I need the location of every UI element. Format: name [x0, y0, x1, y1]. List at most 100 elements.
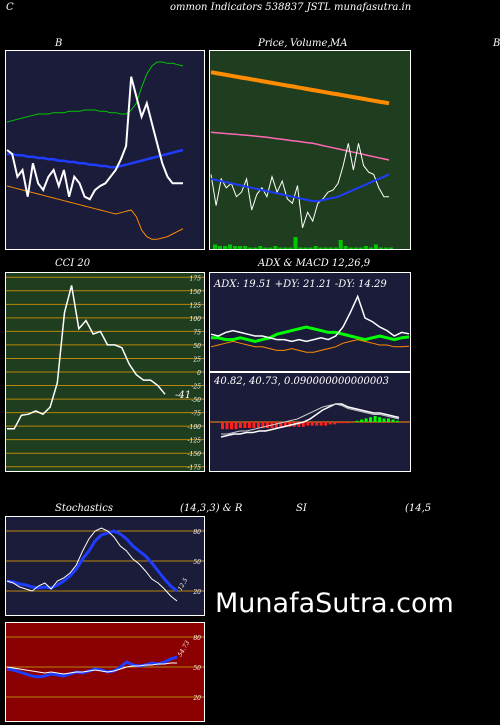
stoch-title: Stochastics: [55, 503, 113, 514]
cci-tick-label: -175: [188, 465, 202, 472]
macd-histogram-bar: [238, 422, 242, 428]
macd-histogram-bar: [315, 422, 319, 426]
osc-tick-label: 50: [193, 559, 201, 566]
header-title: ommon Indicators 538837 JSTL munafasutra…: [170, 2, 412, 13]
volume-bar: [303, 247, 308, 249]
macd-histogram-bar: [328, 422, 332, 425]
volume-bar: [298, 247, 303, 249]
volume-bar: [378, 247, 383, 249]
volume-bar: [213, 244, 217, 249]
macd-histogram-bar: [297, 422, 301, 427]
cci-tick-label: -100: [188, 424, 202, 431]
adx-readout: ADX: 19.51 +DY: 21.21 -DY: 14.29: [213, 279, 387, 290]
macd-histogram-bar: [279, 422, 283, 428]
cci-tick-label: 175: [190, 275, 202, 282]
volume-bar: [263, 247, 268, 249]
volume-bar: [328, 247, 333, 249]
volume-bar: [368, 247, 373, 249]
macd-histogram-bar: [256, 422, 260, 428]
price-series-line: [210, 173, 390, 203]
macd-histogram-bar: [360, 419, 364, 422]
macd-panel: 40.82, 40.73, 0.090000000000003: [209, 372, 411, 472]
macd-histogram-bar: [382, 418, 386, 422]
price-panel: [209, 50, 411, 250]
cci-tick-label: -50: [191, 397, 201, 404]
macd-histogram-bar: [247, 422, 251, 428]
price-title-b: Volume,: [290, 38, 331, 49]
osc-tick-label: 20: [192, 589, 201, 596]
macd-histogram-bar: [337, 422, 341, 424]
brand-watermark: MunafaSutra.com: [215, 588, 454, 619]
volume-bar: [258, 246, 263, 249]
price-series-line: [210, 143, 389, 228]
volume-bar: [323, 247, 328, 249]
volume-bar: [333, 247, 338, 249]
macd-histogram-bar: [234, 422, 238, 430]
macd-histogram-bar: [378, 417, 382, 422]
cci-panel: 175 150 125 100 75 50 25 0 -25 -50 -75 -100 -125 -150…: [5, 272, 205, 472]
osc-series-line: [6, 527, 178, 602]
bollinger-panel: [5, 50, 205, 250]
adx-series-line: [211, 325, 410, 343]
cci-tick-label: 125: [190, 302, 202, 309]
price-title-a: Price,: [258, 38, 288, 49]
macd-histogram-bar: [364, 418, 368, 422]
cci-tick-label: 0: [197, 370, 201, 377]
macd-histogram-bar: [265, 422, 269, 428]
volume-bar: [308, 247, 313, 249]
cci-tick-label: 25: [192, 357, 201, 364]
macd-histogram-bar: [243, 422, 247, 428]
adx-macd-title: ADX & MACD 12,26,9: [258, 258, 371, 269]
macd-histogram-bar: [333, 422, 337, 425]
volume-bar: [233, 246, 238, 249]
volume-bar: [278, 247, 283, 249]
macd-histogram-bar: [261, 422, 265, 428]
macd-histogram-bar: [387, 418, 390, 422]
volume-bar: [268, 247, 273, 249]
osc-tick-label: 50: [193, 665, 201, 672]
cci-tick-label: 150: [190, 289, 202, 296]
price-title-c: MA: [330, 38, 348, 49]
macd-histogram-bar: [225, 422, 229, 430]
volume-bar: [373, 244, 378, 249]
volume-bar: [218, 246, 222, 249]
adx-series-line: [210, 339, 410, 353]
macd-readout: 40.82, 40.73, 0.090000000000003: [213, 376, 389, 387]
bb-series-line: [6, 185, 184, 240]
volume-bar: [243, 246, 248, 249]
volume-bar: [238, 246, 243, 249]
cci-tick-label: -150: [188, 451, 202, 458]
cci-last-label: -41: [175, 390, 191, 401]
macd-histogram-bar: [396, 420, 399, 422]
header-left: C: [6, 2, 14, 13]
volume-bar: [348, 247, 353, 249]
price-series-line: [210, 131, 390, 161]
osc-series-line: [6, 529, 178, 593]
volume-bar: [389, 247, 393, 249]
bb-series-line: [6, 76, 183, 201]
bb-title: B: [55, 38, 63, 49]
si-params: (14,5: [405, 503, 432, 514]
volume-bar: [288, 247, 293, 249]
volume-bar: [363, 246, 368, 249]
volume-bar: [343, 246, 348, 249]
cci-title: CCI 20: [55, 258, 91, 269]
macd-histogram-bar: [342, 422, 346, 424]
macd-histogram-bar: [355, 420, 359, 422]
volume-bar: [353, 247, 358, 249]
macd-histogram-bar: [391, 419, 395, 422]
cci-tick-label: -125: [188, 438, 202, 445]
macd-histogram-bar: [221, 422, 224, 430]
macd-histogram-bar: [369, 417, 373, 422]
macd-histogram-bar: [283, 422, 287, 427]
osc-tick-label: 80: [193, 635, 201, 642]
volume-bar: [273, 246, 278, 249]
adx-series-line: [210, 294, 410, 343]
si-title: SI: [296, 503, 307, 514]
cci-tick-label: 75: [193, 329, 201, 336]
macd-histogram-bar: [319, 422, 323, 426]
volume-bar: [293, 237, 298, 249]
volume-bar: [248, 247, 253, 249]
